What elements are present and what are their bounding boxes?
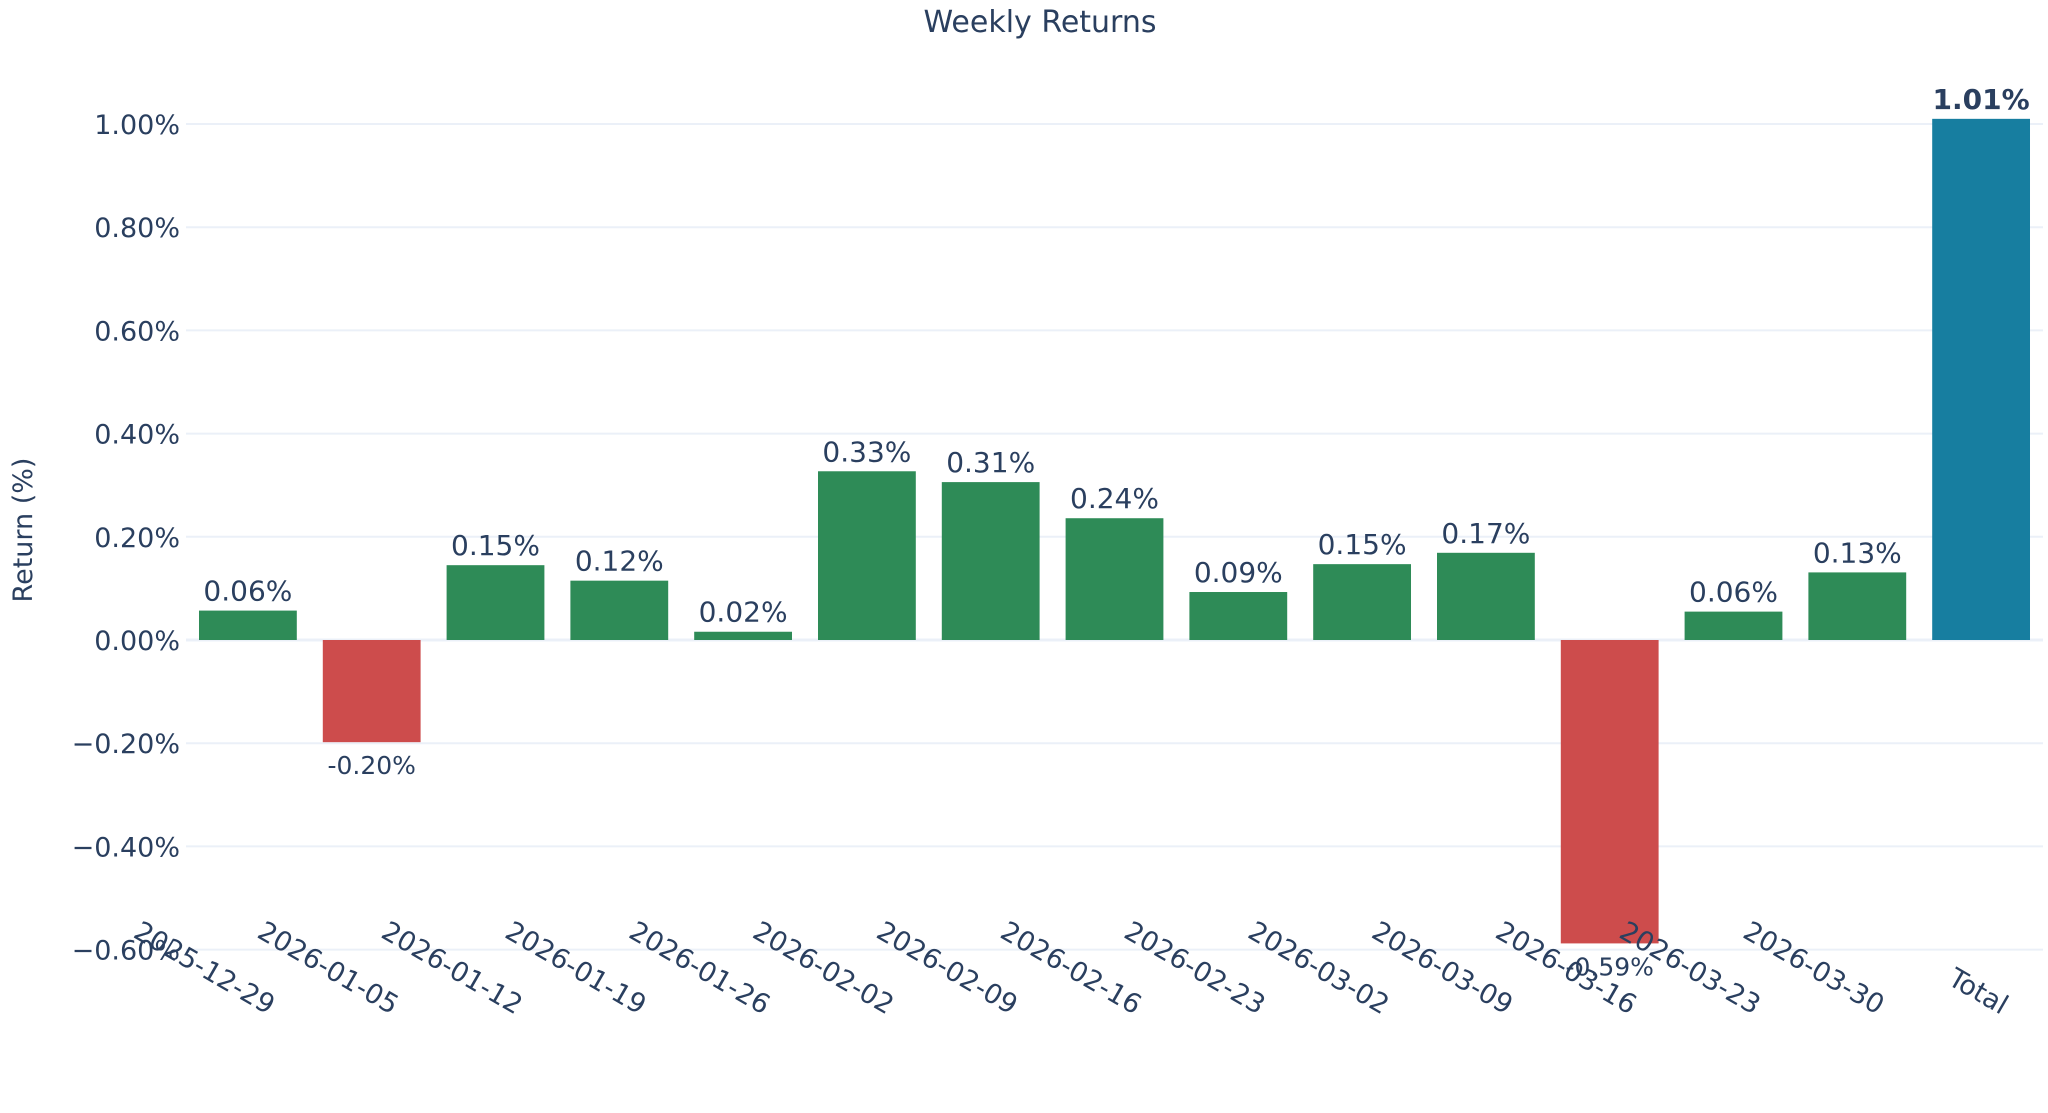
bar[interactable] — [1313, 564, 1412, 640]
data-label: 0.15% — [1318, 528, 1407, 561]
x-tick-label: 2026-01-26 — [624, 916, 775, 1021]
chart-title: Weekly Returns — [924, 5, 1157, 40]
data-label: 0.02% — [699, 596, 788, 629]
x-tick-label: 2026-01-05 — [252, 916, 403, 1021]
bar[interactable] — [1560, 640, 1659, 944]
data-label: 0.31% — [946, 446, 1035, 479]
x-tick-label: 2026-02-02 — [748, 916, 899, 1021]
bar[interactable] — [694, 631, 793, 640]
x-tick-label: 2025-12-29 — [129, 916, 280, 1021]
x-tick-label: 2026-02-09 — [871, 916, 1022, 1021]
bar[interactable] — [941, 482, 1040, 640]
bars — [198, 118, 2031, 944]
y-tick-label: 0.40% — [94, 420, 180, 451]
data-label: 0.06% — [1689, 576, 1778, 609]
data-label-total: 1.01% — [1933, 83, 2030, 116]
y-tick-label: −0.60% — [72, 936, 180, 967]
bar[interactable] — [322, 640, 421, 743]
x-tick-label: 2026-03-30 — [1738, 916, 1889, 1021]
y-tick-label: 0.60% — [94, 316, 180, 347]
bar[interactable] — [446, 565, 545, 640]
bar[interactable] — [198, 610, 297, 640]
y-axis-ticks: −0.60% −0.40% −0.20% 0.00% 0.20% 0.40% 0.60% 0.… — [72, 110, 180, 967]
y-tick-label: −0.20% — [72, 729, 180, 760]
bar[interactable] — [1189, 592, 1288, 640]
data-label: 0.06% — [203, 575, 292, 608]
x-tick-label: 2026-03-09 — [1367, 916, 1518, 1021]
x-tick-label: Total — [1942, 962, 2013, 1021]
data-label: 0.24% — [1070, 482, 1159, 515]
bar-total[interactable] — [1932, 118, 2031, 641]
bar[interactable] — [570, 580, 669, 640]
x-tick-label: 2026-02-16 — [995, 916, 1146, 1021]
x-axis-ticks: 2025-12-292026-01-052026-01-122026-01-19… — [129, 916, 2014, 1021]
x-tick-label: 2026-03-02 — [1243, 916, 1394, 1021]
bar[interactable] — [817, 471, 916, 640]
x-tick-label: 2026-02-23 — [1119, 916, 1270, 1021]
bar[interactable] — [1808, 572, 1907, 640]
bar[interactable] — [1436, 552, 1535, 640]
data-label: -0.59% — [1565, 952, 1653, 981]
y-tick-label: 0.20% — [94, 523, 180, 554]
x-tick-label: 2026-01-19 — [500, 916, 651, 1021]
data-labels: 0.06% -0.20% 0.15% 0.12% 0.02% 0.33% 0.31% 0.24… — [203, 83, 2029, 982]
data-label: 0.17% — [1441, 517, 1530, 550]
data-label: -0.20% — [327, 751, 415, 780]
y-tick-label: 0.00% — [94, 626, 180, 657]
data-label: 0.13% — [1813, 536, 1902, 569]
y-tick-label: 0.80% — [94, 213, 180, 244]
data-label: 0.09% — [1194, 556, 1283, 589]
bar[interactable] — [1065, 518, 1164, 640]
x-tick-label: 2026-01-12 — [376, 916, 527, 1021]
y-tick-label: −0.40% — [72, 832, 180, 863]
bar[interactable] — [1684, 611, 1783, 640]
y-axis-title: Return (%) — [8, 458, 39, 603]
data-label: 0.12% — [575, 545, 664, 578]
data-label: 0.33% — [822, 435, 911, 468]
data-label: 0.15% — [451, 529, 540, 562]
y-tick-label: 1.00% — [94, 110, 180, 141]
